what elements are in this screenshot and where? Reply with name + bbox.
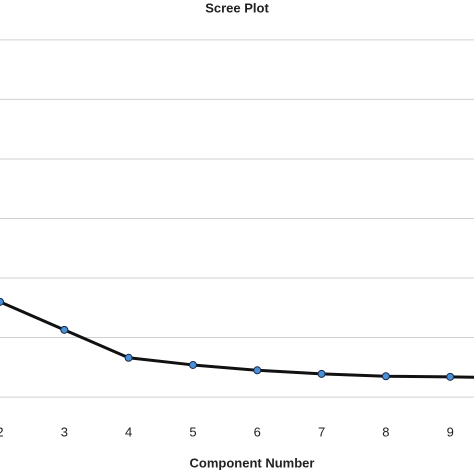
data-point: [446, 372, 455, 381]
data-point: [124, 353, 133, 362]
plot-area: [0, 297, 474, 381]
series-line: [0, 300, 474, 379]
data-point: [253, 366, 262, 375]
x-axis-label: Component Number: [190, 455, 315, 470]
data-point: [60, 325, 69, 334]
data-point: [381, 372, 390, 381]
x-tick-label: 8: [382, 424, 389, 439]
data-point: [317, 369, 326, 378]
x-tick-label: 7: [318, 424, 325, 439]
data-point: [0, 297, 4, 306]
chart-title: Scree Plot: [205, 0, 269, 15]
grid: [0, 39, 474, 398]
x-tick-label: 5: [189, 424, 196, 439]
x-tick-label: 9: [447, 424, 454, 439]
data-point: [188, 360, 197, 369]
x-tick-label: 2: [0, 424, 4, 439]
x-tick-label: 6: [254, 424, 261, 439]
x-tick-label: 4: [125, 424, 132, 439]
x-tick-label: 3: [61, 424, 68, 439]
